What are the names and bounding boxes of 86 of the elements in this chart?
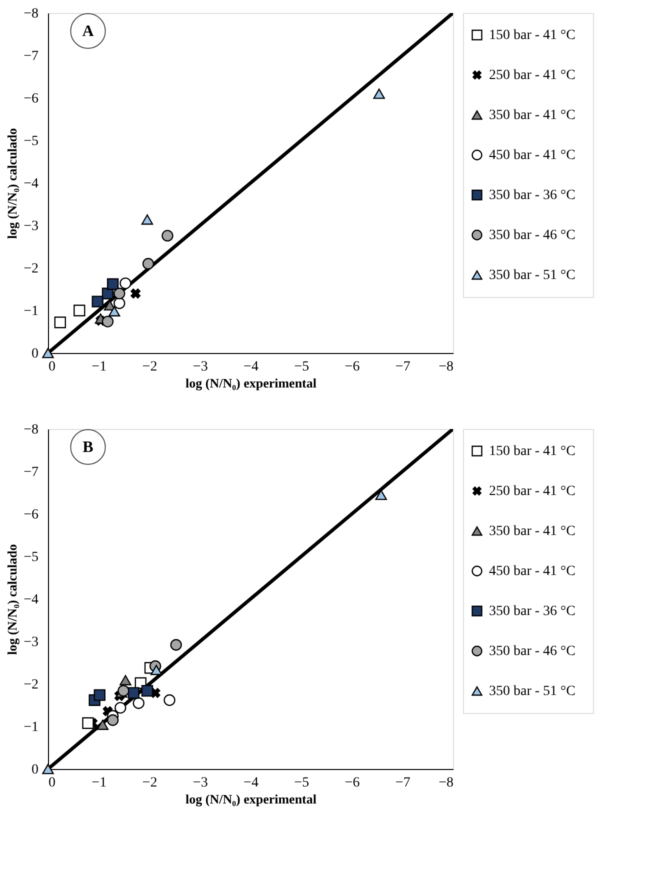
point [114, 702, 126, 714]
point [150, 664, 162, 676]
point [120, 277, 132, 290]
point [375, 490, 387, 500]
x-tick-label: −1 [92, 360, 107, 374]
x-tick-label: −1 [92, 776, 107, 790]
point [142, 258, 154, 270]
legend-label: 350 bar - 46 °C [489, 644, 576, 659]
x-tick-label: −7 [395, 776, 410, 790]
legend-label: 350 bar - 41 °C [489, 108, 576, 123]
y-tick-label: −2 [24, 678, 38, 692]
point [132, 697, 144, 709]
point [164, 694, 176, 706]
x-tick-label: −8 [438, 776, 454, 790]
legend-label: 350 bar - 36 °C [489, 604, 576, 619]
y-tick-label: −4 [24, 176, 38, 192]
point [94, 689, 106, 701]
point [102, 316, 114, 328]
point [106, 278, 119, 290]
x-axis-title: log (N/N₀) experimental [186, 376, 317, 390]
point [120, 675, 132, 686]
annotation: A [82, 23, 94, 40]
point [128, 687, 140, 699]
legend-label: 350 bar - 51 °C [489, 684, 576, 699]
x-axis-title: log (N/N₀) experimental [186, 792, 317, 806]
x-tick-label: −4 [244, 360, 258, 374]
point [106, 714, 119, 726]
point [42, 764, 54, 774]
point [170, 639, 182, 651]
point [130, 288, 141, 299]
x-tick-label: −6 [344, 360, 360, 374]
x-tick-label: −8 [438, 360, 454, 374]
x-tick-label: 0 [48, 776, 56, 790]
x-tick-label: −7 [395, 360, 410, 374]
y-tick-label: 0 [32, 346, 38, 362]
x-tick-label: −3 [192, 776, 208, 790]
y-tick-label: 0 [32, 762, 38, 778]
y-tick-label: −6 [24, 508, 38, 522]
legend-label: 350 bar - 41 °C [489, 524, 576, 539]
point [42, 348, 54, 358]
point [54, 316, 66, 328]
legend-label: 150 bar - 41 °C [489, 444, 576, 459]
legend-label: 350 bar - 36 °C [489, 188, 576, 203]
y-axis-title: log (N/N₀) calculado [4, 544, 20, 655]
point [102, 288, 114, 300]
x-tick-label: −2 [142, 776, 158, 790]
y-tick-label: −1 [24, 720, 38, 735]
y-tick-label: −4 [24, 592, 38, 608]
y-tick-label: −8 [24, 422, 38, 438]
legend-label: 250 bar - 41 °C [489, 484, 576, 499]
y-tick-label: −3 [24, 219, 38, 234]
point [114, 288, 126, 300]
legend-label: 350 bar - 46 °C [489, 228, 576, 243]
point [92, 296, 104, 308]
point [118, 684, 130, 697]
y-tick-label: −7 [24, 49, 38, 64]
y-tick-label: −2 [24, 262, 38, 276]
point [141, 214, 154, 225]
x-tick-label: −5 [294, 776, 310, 790]
y-tick-label: −3 [24, 635, 38, 650]
y-tick-label: −5 [24, 134, 38, 149]
x-tick-label: −2 [142, 360, 158, 374]
x-tick-label: 0 [48, 360, 56, 374]
point [141, 684, 154, 697]
legend-label: 450 bar - 41 °C [489, 148, 576, 163]
point [108, 306, 120, 316]
y-tick-label: −7 [24, 465, 38, 480]
point [82, 717, 94, 729]
legend-label: 350 bar - 51 °C [489, 268, 576, 283]
y-tick-label: −6 [24, 92, 38, 106]
point [373, 88, 385, 99]
point [162, 230, 174, 242]
x-tick-label: −4 [244, 776, 258, 790]
point [96, 720, 109, 730]
y-tick-label: −1 [24, 304, 38, 319]
point [74, 304, 86, 316]
legend-label: 450 bar - 41 °C [489, 564, 576, 579]
y-axis-title: log (N/N₀) calculado [4, 128, 20, 239]
y-tick-label: −8 [24, 6, 38, 22]
legend-label: 250 bar - 41 °C [489, 68, 576, 83]
annotation: B [82, 439, 94, 456]
legend-label: 150 bar - 41 °C [489, 28, 576, 43]
x-tick-label: −3 [192, 360, 208, 374]
y-tick-label: −5 [24, 550, 38, 565]
x-tick-label: −5 [294, 360, 310, 374]
x-tick-label: −6 [344, 776, 360, 790]
